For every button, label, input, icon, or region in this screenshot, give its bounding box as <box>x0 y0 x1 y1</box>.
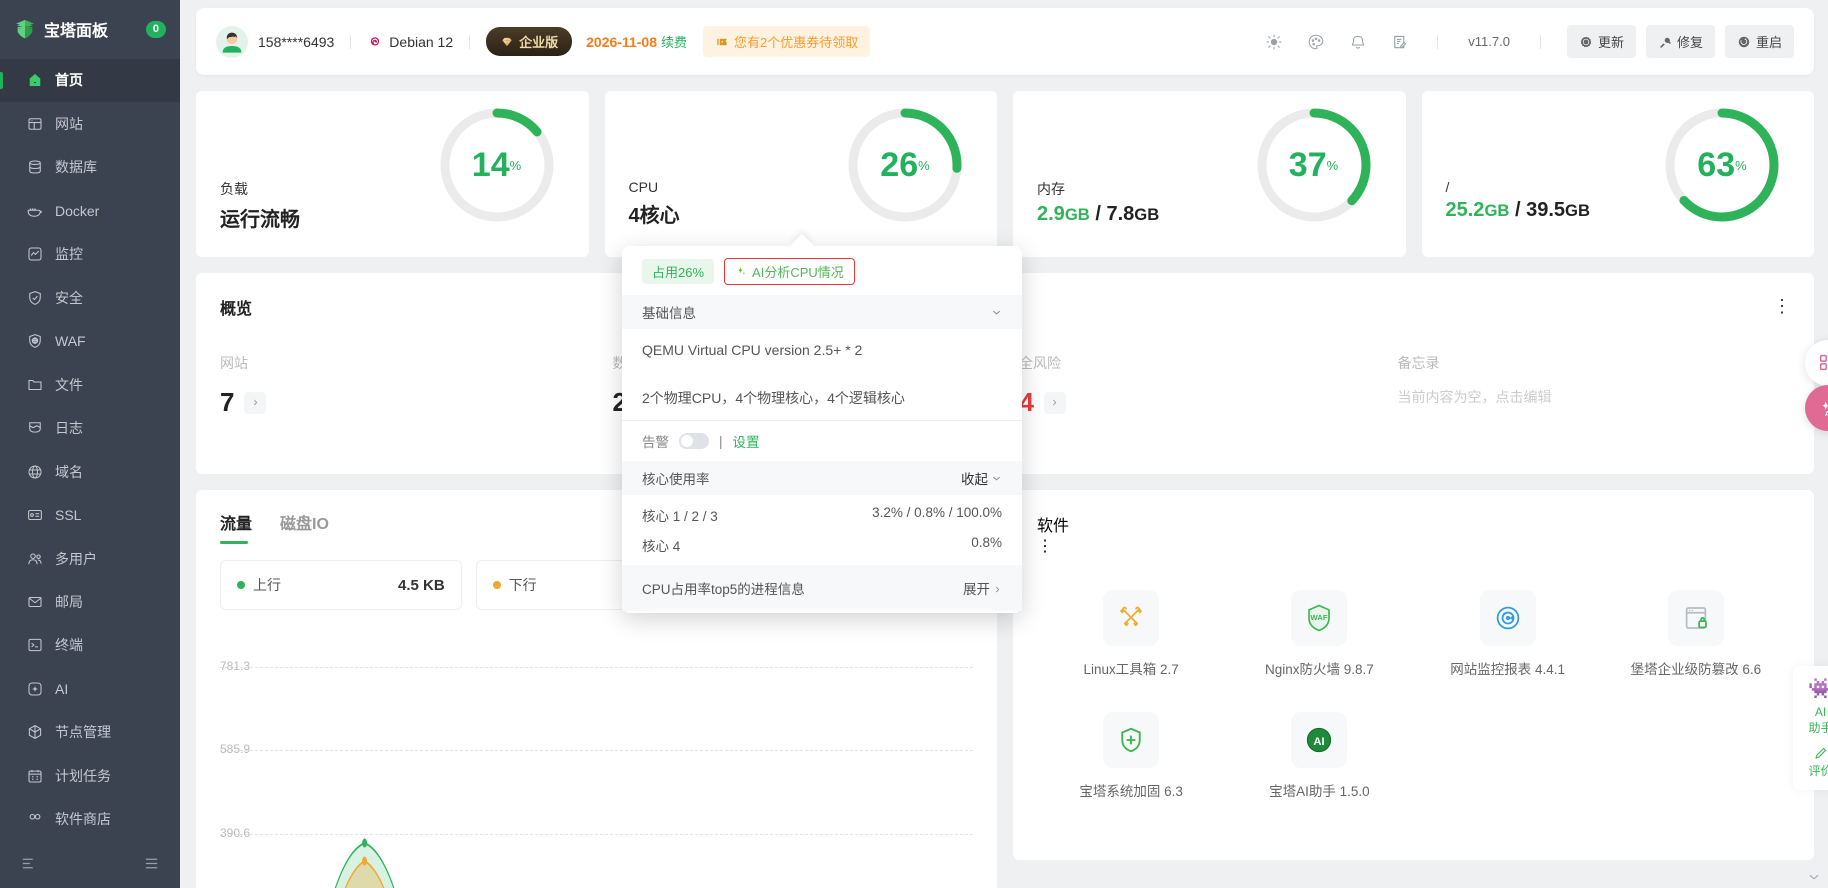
svg-text:AI: AI <box>1314 736 1325 748</box>
svg-text:WAF: WAF <box>1311 613 1328 622</box>
